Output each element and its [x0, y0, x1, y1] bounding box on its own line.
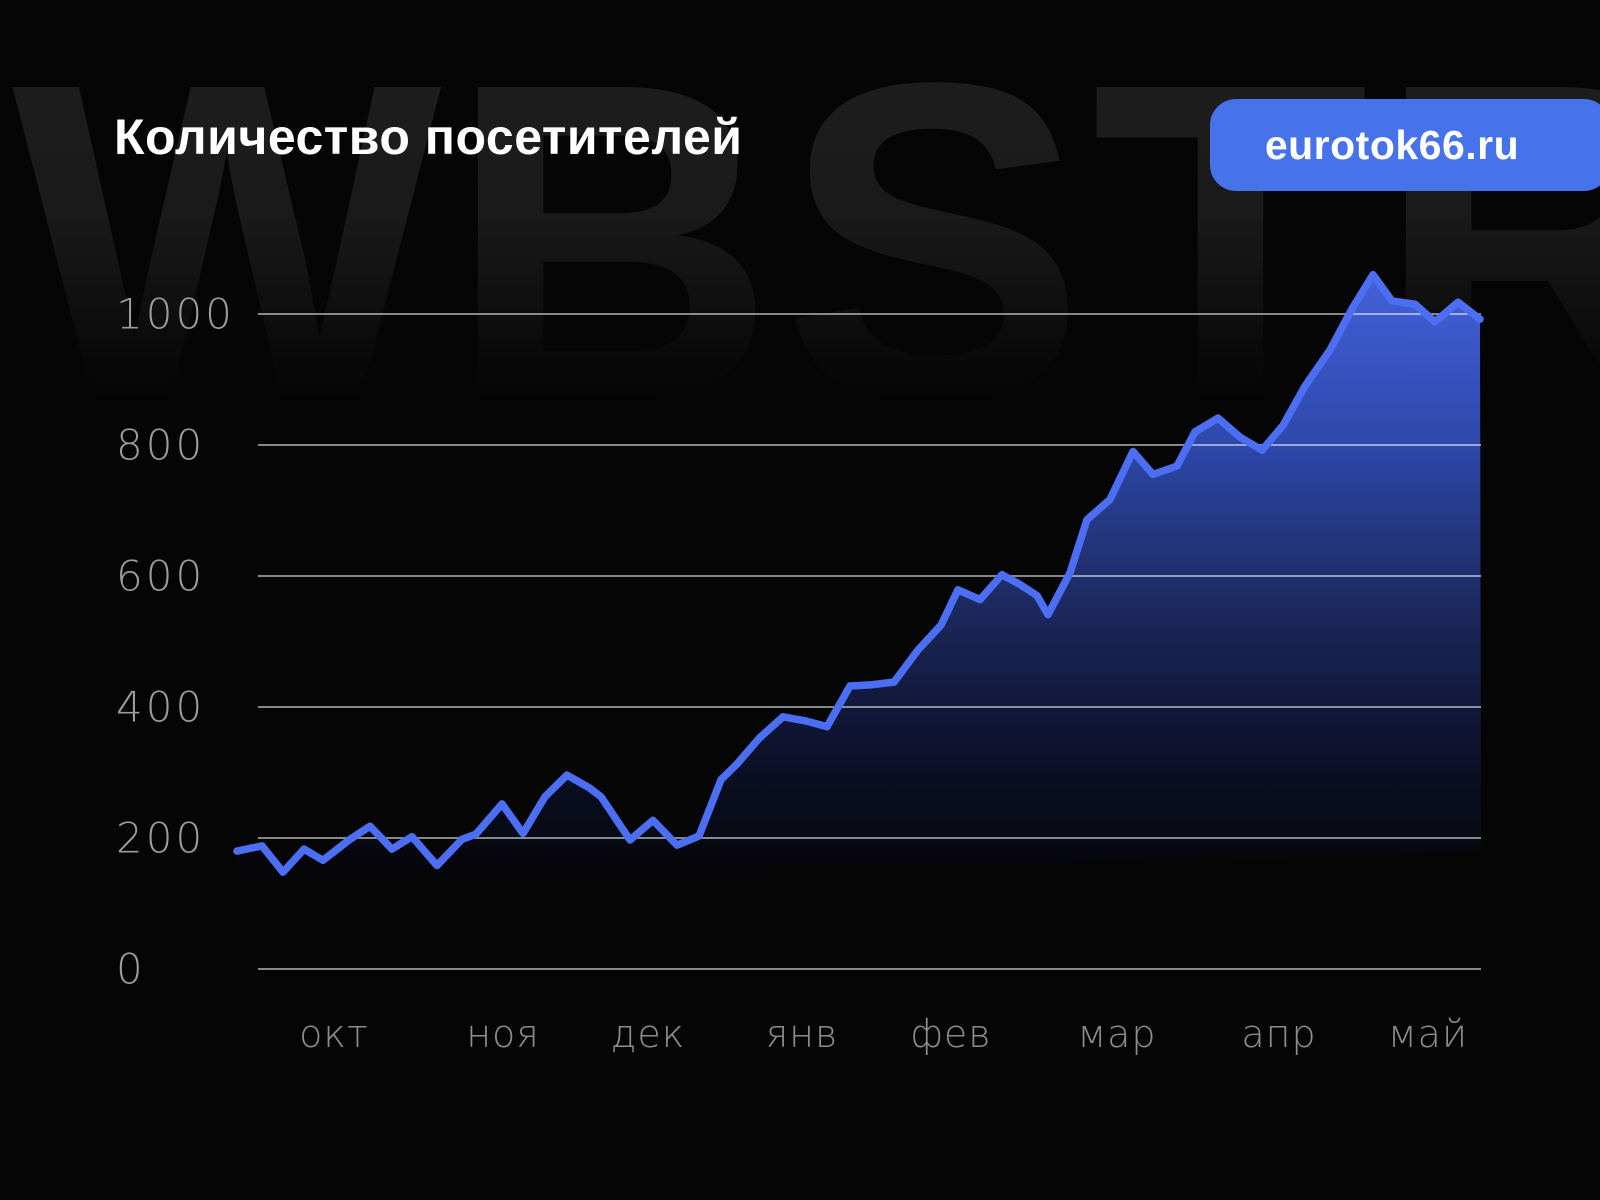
x-tick-label-янв: янв: [765, 1012, 839, 1056]
x-tick-label-апр: апр: [1241, 1012, 1317, 1056]
page-title: Количество посетителей: [114, 109, 743, 165]
x-tick-label-дек: дек: [610, 1012, 686, 1056]
chart-line: [233, 270, 1484, 876]
y-tick-label-200: 200: [116, 813, 206, 863]
x-tick-label-ноя: ноя: [466, 1012, 540, 1056]
x-tick-label-мар: мар: [1077, 1012, 1157, 1056]
x-tick-label-фев: фев: [910, 1012, 992, 1056]
x-tick-label-май: май: [1388, 1012, 1468, 1056]
x-tick-label-окт: окт: [299, 1012, 369, 1056]
site-url-label: eurotok66.ru: [1264, 121, 1520, 168]
chart-area-fill: [237, 274, 1481, 886]
y-tick-label-800: 800: [116, 420, 206, 470]
y-tick-label-0: 0: [116, 944, 146, 994]
y-tick-label-600: 600: [116, 551, 206, 601]
site-url-badge[interactable]: eurotok66.ru: [1210, 99, 1600, 191]
y-tick-label-400: 400: [116, 682, 206, 732]
y-tick-label-1000: 1000: [116, 289, 235, 339]
